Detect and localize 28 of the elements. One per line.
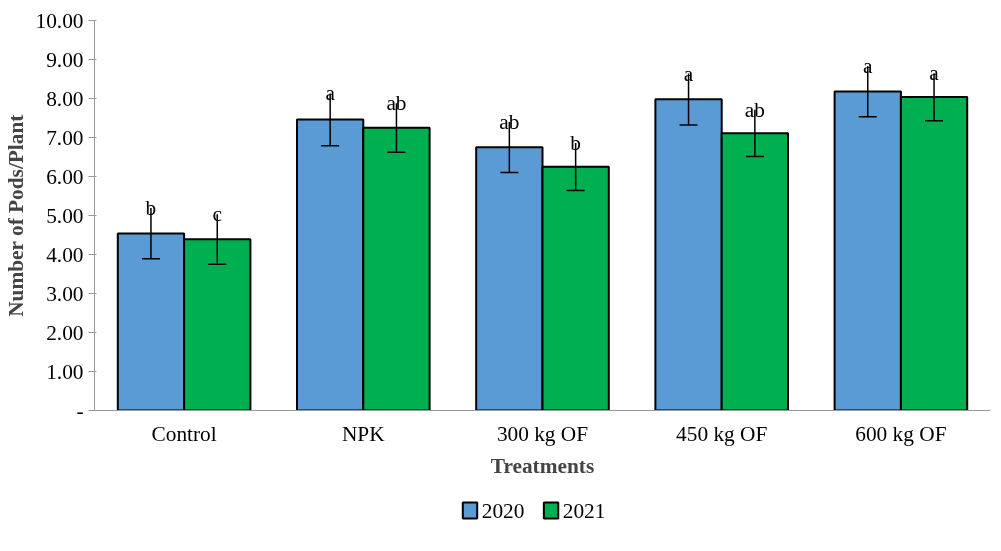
data-label: ab — [744, 97, 765, 122]
x-tick-label: NPK — [341, 421, 386, 446]
y-tick-label: 10.00 — [35, 8, 84, 33]
data-label: c — [212, 202, 222, 227]
y-tick-label: 5.00 — [46, 203, 84, 228]
data-label: a — [929, 61, 940, 86]
data-label: b — [145, 196, 157, 221]
x-axis-title: Treatments — [490, 453, 595, 478]
y-axis-title: Number of Pods/Plant — [3, 113, 28, 317]
data-label: b — [570, 130, 581, 155]
y-tick-label: 9.00 — [46, 47, 84, 72]
data-label: ab — [386, 91, 407, 116]
legend-label: 2020 — [481, 498, 525, 523]
data-label: a — [325, 81, 336, 106]
legend-label: 2021 — [562, 498, 606, 523]
y-tick-label: 7.00 — [46, 125, 84, 150]
y-tick-label: 1.00 — [46, 359, 84, 384]
y-tick-label: 8.00 — [46, 86, 84, 111]
x-tick-label: Control — [151, 421, 217, 446]
data-label: ab — [499, 109, 520, 134]
x-tick-label: 600 kg OF — [855, 421, 947, 446]
x-tick-label: 450 kg OF — [676, 421, 768, 446]
y-tick-label: 3.00 — [46, 281, 84, 306]
y-tick-label: 6.00 — [46, 164, 84, 189]
y-tick-label: - — [76, 398, 84, 423]
y-tick-label: 4.00 — [46, 242, 84, 267]
y-tick-label: 2.00 — [46, 320, 84, 345]
x-tick-label: 300 kg OF — [496, 421, 589, 446]
